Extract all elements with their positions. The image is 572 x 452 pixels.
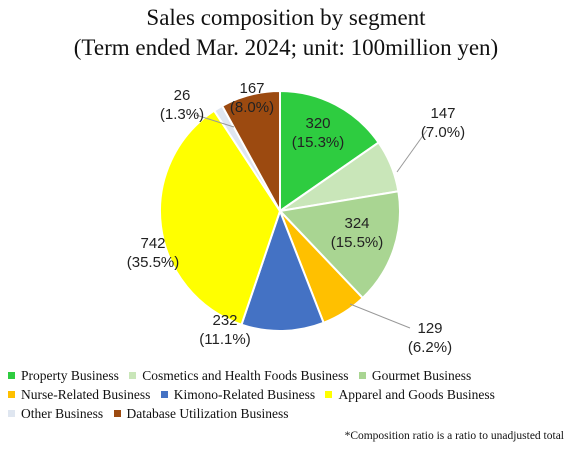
footnote: *Composition ratio is a ratio to unadjus… [344,430,564,442]
pie-slice-kimono [240,208,325,332]
slice-label-property: 320 (15.3%) [292,115,345,151]
legend-label-nurse: Nurse-Related Business [21,387,151,402]
pie-slice-property [279,89,380,213]
legend-label-other: Other Business [21,406,104,421]
legend-label-gourmet: Gourmet Business [371,368,472,383]
slice-label-gourmet: 324 (15.5%) [331,215,384,251]
legend-item-property: Property Business [8,366,119,385]
legend-label-cosmetics: Cosmetics and Health Foods Business [142,368,349,383]
slice-label-kimono: 232 (11.1%) [199,312,250,348]
legend-swatch-gourmet [358,372,366,379]
legend-row-3: Other Business Database Utilization Busi… [8,404,568,423]
pie-slice-apparel [159,109,282,326]
slice-label-nurse: 129 (6.2%) [408,320,452,356]
slice-label-cosmetics: 147 (7.0%) [421,105,465,141]
pie-slice-gourmet [277,190,401,300]
legend-swatch-kimono [160,391,168,398]
slice-label-apparel: 742 (35.5%) [127,235,180,271]
legend-item-other: Other Business [8,404,103,423]
legend-swatch-other [8,410,15,417]
legend-swatch-cosmetics [129,372,137,379]
pie-chart: 320 (15.3%) 147 (7.0%) 324 (15.5%) 129 (6.2%) 23… [127,80,465,356]
legend-item-database: Database Utilization Business [113,404,289,423]
pie-slice-database [220,89,281,212]
legend-item-nurse: Nurse-Related Business [8,385,150,404]
legend-label-property: Property Business [21,368,119,383]
legend-row-2: Nurse-Related Business Kimono-Related Bu… [8,385,568,404]
legend-swatch-nurse [8,391,15,398]
legend-item-cosmetics: Cosmetics and Health Foods Business [129,366,349,385]
legend-item-gourmet: Gourmet Business [358,366,472,385]
leader-line-nurse [349,303,411,329]
legend-label-database: Database Utilization Business [126,406,289,421]
slice-label-database: 167 (8.0%) [230,80,274,116]
legend-label-apparel: Apparel and Goods Business [338,387,495,402]
legend-swatch-database [113,410,121,417]
leader-line-other [195,114,235,128]
leader-line-cosmetics [396,129,428,173]
chart-title: Sales composition by segment [146,5,426,30]
chart-subtitle: (Term ended Mar. 2024; unit: 100million … [73,35,499,60]
legend-item-kimono: Kimono-Related Business [160,385,316,404]
legend: Property Business Cosmetics and Health F… [8,366,568,423]
legend-label-kimono: Kimono-Related Business [173,387,316,402]
legend-swatch-apparel [325,391,333,398]
legend-item-apparel: Apparel and Goods Business [325,385,495,404]
slice-label-other: 26 (1.3%) [160,87,204,123]
legend-row-1: Property Business Cosmetics and Health F… [8,366,568,385]
legend-swatch-property [8,372,15,379]
